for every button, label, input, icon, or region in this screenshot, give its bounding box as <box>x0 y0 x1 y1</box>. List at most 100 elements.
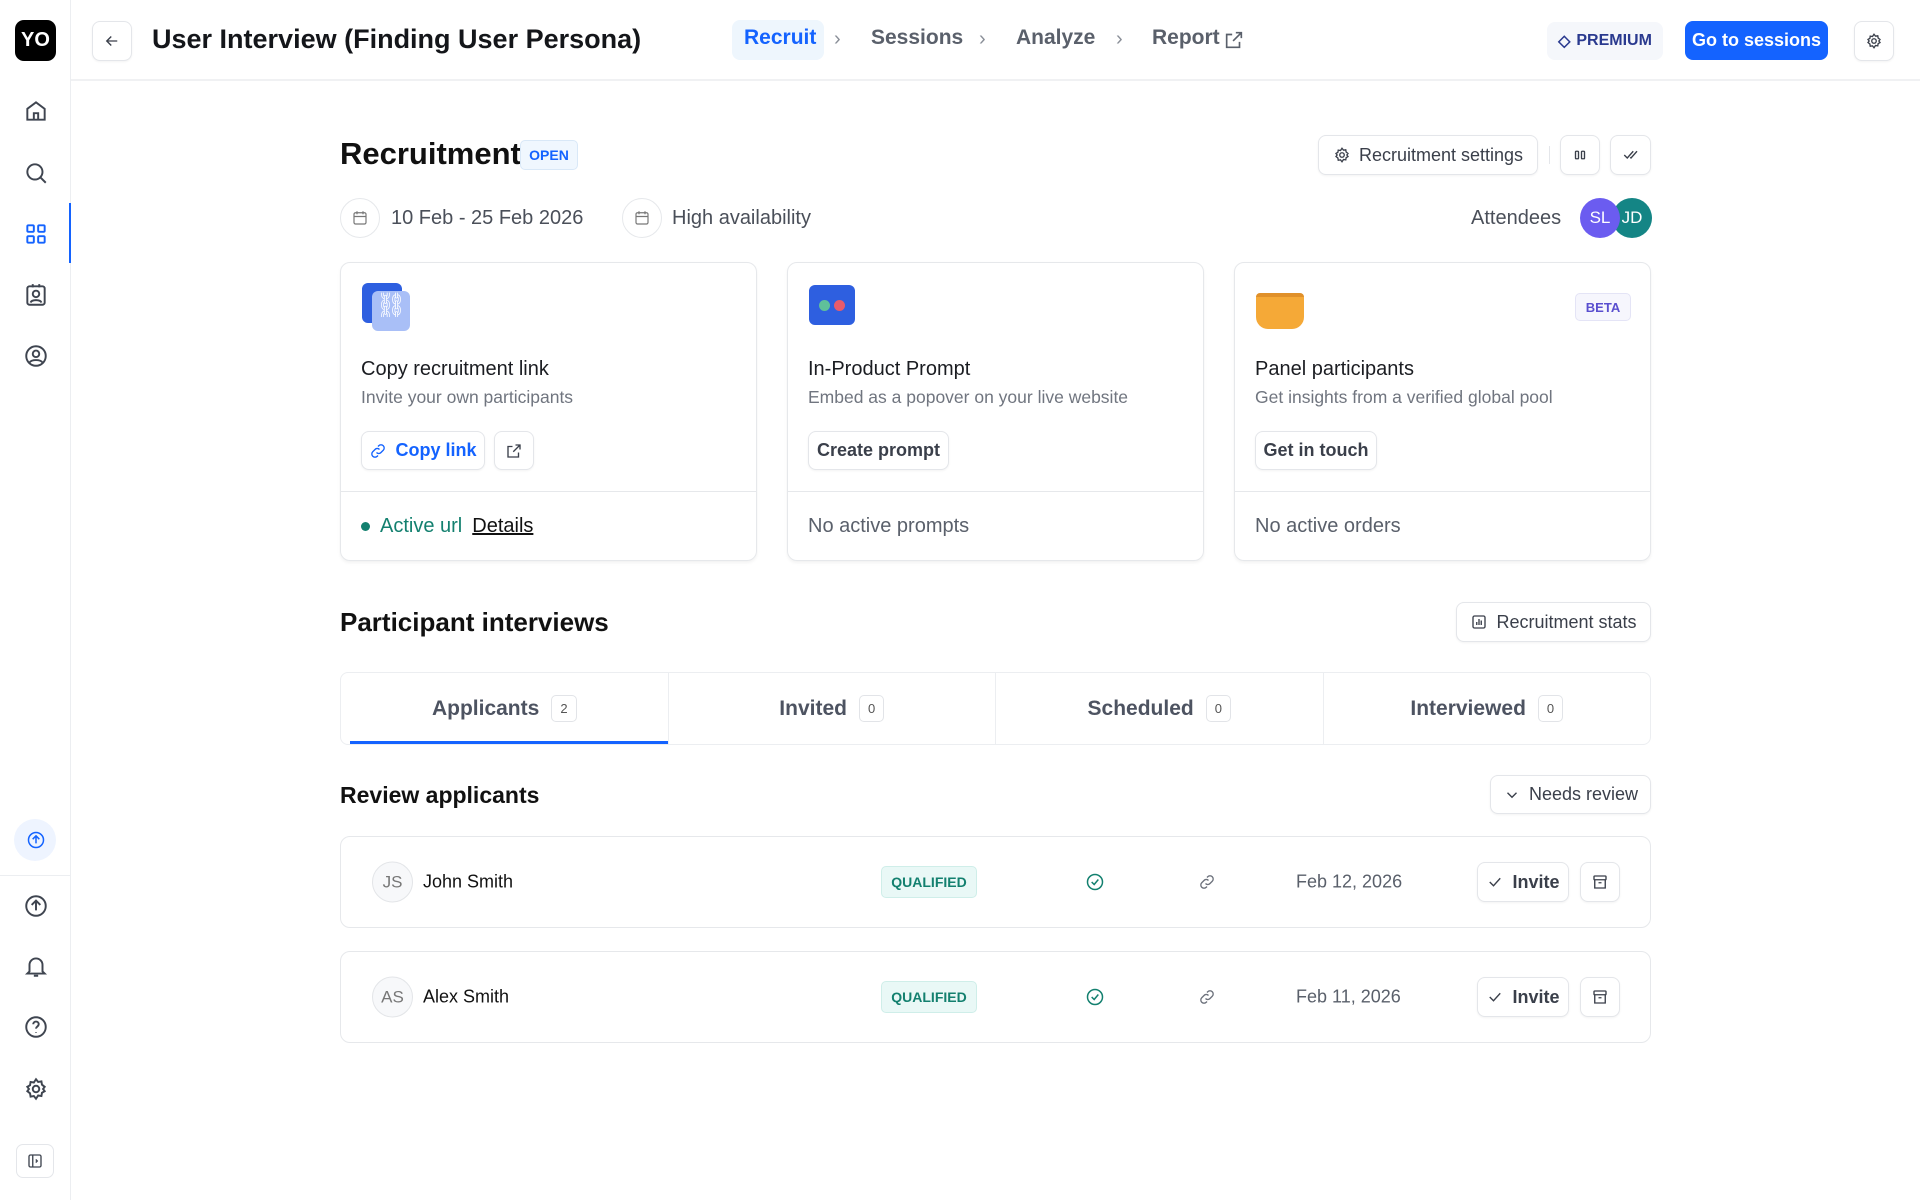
tab-invited[interactable]: Invited 0 <box>669 673 996 744</box>
complete-button[interactable] <box>1610 135 1651 175</box>
search-icon[interactable] <box>20 157 52 189</box>
count-badge: 0 <box>1537 695 1564 722</box>
arrow-left-icon <box>105 36 118 46</box>
bell-icon[interactable] <box>20 950 52 982</box>
basket-icon <box>1256 293 1304 329</box>
card-footer: No active orders <box>1255 515 1401 537</box>
card-footer: No active prompts <box>808 515 970 537</box>
check-circle-icon <box>1086 988 1104 1006</box>
calendar-icon <box>340 198 380 238</box>
invite-button[interactable]: Invite <box>1477 862 1569 902</box>
contacts-icon[interactable] <box>20 279 52 311</box>
status-badge: QUALIFIED <box>881 981 977 1013</box>
grid-icon[interactable] <box>20 218 52 250</box>
user-settings-icon[interactable] <box>20 340 52 372</box>
settings-button[interactable] <box>1854 21 1894 61</box>
gear-icon[interactable] <box>20 1073 52 1105</box>
go-to-sessions-button[interactable]: Go to sessions <box>1685 21 1828 60</box>
calendar-check-icon <box>622 198 662 238</box>
attendees-label: Attendees <box>1471 207 1562 229</box>
sync-icon[interactable] <box>20 890 52 922</box>
help-icon[interactable] <box>20 1011 52 1043</box>
pause-button[interactable] <box>1560 135 1600 175</box>
recruitment-stats-button[interactable]: Recruitment stats <box>1456 602 1651 642</box>
open-link-button[interactable] <box>494 431 534 470</box>
chevron-right-icon: › <box>979 28 986 50</box>
applicant-name: John Smith <box>423 871 514 892</box>
check-icon <box>1489 992 1502 1002</box>
upload-highlight <box>14 819 56 861</box>
applicant-name: Alex Smith <box>423 986 510 1007</box>
check-icon <box>1489 877 1502 887</box>
active-tab-underline <box>350 741 668 744</box>
status-badge: QUALIFIED <box>881 866 977 898</box>
review-title: Review applicants <box>340 782 540 808</box>
table-row[interactable]: JS John Smith QUALIFIED Feb 12, 2026 Inv… <box>340 836 1651 928</box>
divider <box>1549 146 1550 164</box>
tab-scheduled[interactable]: Scheduled 0 <box>996 673 1324 744</box>
card-subtitle: Invite your own participants <box>361 387 574 407</box>
crumb-analyze[interactable]: Analyze <box>1016 26 1096 49</box>
table-row[interactable]: AS Alex Smith QUALIFIED Feb 11, 2026 Inv… <box>340 951 1651 1043</box>
link-icon <box>371 443 386 458</box>
card-title: Panel participants <box>1255 358 1414 380</box>
link-illustration-icon: ⛓ <box>362 283 410 331</box>
archive-button[interactable] <box>1580 862 1620 902</box>
sidebar: YO <box>0 0 71 1200</box>
prompt-illustration-icon <box>809 285 855 325</box>
panel-participants-card: BETA Panel participants Get insights fro… <box>1234 262 1651 561</box>
recruitment-settings-button[interactable]: Recruitment settings <box>1318 135 1538 175</box>
invite-button[interactable]: Invite <box>1477 977 1569 1017</box>
upload-icon[interactable] <box>20 824 52 856</box>
avatar: AS <box>372 976 413 1018</box>
get-in-touch-button[interactable]: Get in touch <box>1255 431 1377 470</box>
tab-applicants[interactable]: Applicants 2 <box>341 673 669 744</box>
interview-tabs: Applicants 2 Invited 0 Scheduled 0 Intervie… <box>340 672 1651 745</box>
active-url-status: Active url <box>380 515 463 537</box>
active-crumb-bg <box>732 20 824 60</box>
check-circle-icon <box>1086 873 1104 891</box>
active-indicator <box>69 203 71 263</box>
details-link[interactable]: Details <box>472 515 534 537</box>
panel-toggle-icon[interactable] <box>16 1144 54 1178</box>
copy-link-card: ⛓ Copy recruitment link Invite your own … <box>340 262 757 561</box>
gear-icon <box>1334 147 1349 163</box>
tab-interviewed[interactable]: Interviewed 0 <box>1324 673 1651 744</box>
link-icon[interactable] <box>1198 873 1216 891</box>
crumb-recruit[interactable]: Recruit <box>744 26 817 49</box>
attendee-avatar[interactable]: SL <box>1580 198 1620 238</box>
back-button[interactable] <box>92 21 132 61</box>
premium-badge[interactable]: ◇ PREMIUM <box>1547 22 1663 60</box>
count-badge: 0 <box>858 695 885 722</box>
crumb-report[interactable]: Report <box>1152 26 1220 49</box>
date-range: 10 Feb - 25 Feb 2026 <box>391 207 584 229</box>
page-title: User Interview (Finding User Persona) <box>152 24 642 54</box>
chevron-down-icon <box>1506 791 1517 798</box>
create-prompt-button[interactable]: Create prompt <box>808 431 949 470</box>
applied-date: Feb 12, 2026 <box>1296 871 1403 892</box>
status-dot <box>361 522 370 531</box>
recruitment-title: Recruitment <box>340 136 521 171</box>
card-divider <box>788 491 1203 492</box>
external-link-icon <box>507 443 521 458</box>
home-icon[interactable] <box>20 95 52 127</box>
workspace-logo[interactable]: YO <box>15 20 56 61</box>
chevron-right-icon: › <box>1116 28 1123 50</box>
archive-icon <box>1593 990 1607 1004</box>
link-icon[interactable] <box>1198 988 1216 1006</box>
sidebar-divider <box>0 875 71 876</box>
diamond-icon: ◇ <box>1558 33 1571 50</box>
card-divider <box>341 491 756 492</box>
copy-link-button[interactable]: Copy link <box>361 431 485 470</box>
crumb-sessions[interactable]: Sessions <box>871 26 964 49</box>
top-header: User Interview (Finding User Persona) Re… <box>71 0 1920 81</box>
in-product-prompt-card: In-Product Prompt Embed as a popover on … <box>787 262 1204 561</box>
pause-icon <box>1574 150 1586 160</box>
beta-badge: BETA <box>1575 293 1631 321</box>
chart-icon <box>1472 615 1487 629</box>
archive-button[interactable] <box>1580 977 1620 1017</box>
section-title: Participant interviews <box>340 607 609 637</box>
needs-review-filter[interactable]: Needs review <box>1490 775 1651 814</box>
card-subtitle: Embed as a popover on your live website <box>808 387 1129 407</box>
card-title: In-Product Prompt <box>808 358 971 380</box>
